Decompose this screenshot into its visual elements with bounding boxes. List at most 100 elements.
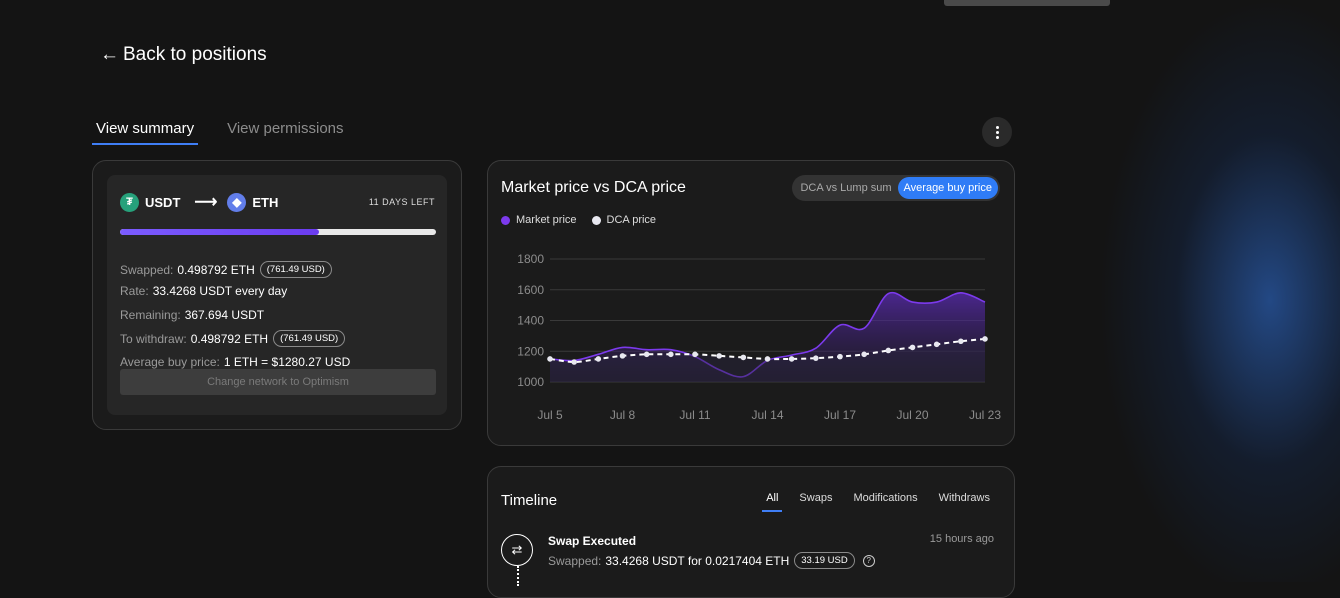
dca-price-point	[571, 359, 577, 365]
toggle-average-buy-price[interactable]: Average buy price	[897, 177, 998, 199]
y-tick-label: 1800	[517, 252, 544, 266]
filter-all[interactable]: All	[762, 492, 783, 512]
usdt-token-icon: ₮	[120, 192, 139, 212]
legend-market-label: Market price	[516, 214, 577, 226]
to-token: ETH	[252, 194, 279, 210]
chart-title: Market price vs DCA price	[501, 179, 686, 196]
dca-price-point	[958, 338, 964, 345]
help-icon[interactable]: ?	[862, 554, 875, 567]
market-price-area	[550, 292, 985, 382]
swapped-value: 0.498792 ETH	[177, 262, 255, 277]
x-tick-label: Jul 17	[824, 408, 856, 422]
x-tick-label: Jul 14	[751, 408, 783, 422]
event-time: 15 hours ago	[929, 533, 994, 545]
dca-price-point	[813, 355, 819, 361]
x-tick-label: Jul 23	[969, 408, 1001, 422]
y-tick-label: 1400	[517, 314, 544, 328]
dca-price-point	[716, 353, 722, 359]
dca-price-point	[909, 344, 916, 351]
filter-swaps[interactable]: Swaps	[799, 492, 833, 504]
swap-progress-bar	[120, 229, 436, 235]
y-tick-label: 1200	[517, 344, 544, 358]
chart-mode-toggle: DCA vs Lump sum Average buy price	[792, 175, 1000, 201]
timeline-title: Timeline	[501, 492, 558, 509]
tab-view-summary[interactable]: View summary	[92, 118, 199, 145]
withdraw-label: To withdraw:	[120, 331, 187, 346]
swapped-row: Swapped: 0.498792 ETH (761.49 USD)	[120, 261, 332, 278]
swapped-usd-badge: (761.49 USD)	[259, 261, 332, 278]
dca-price-point	[837, 353, 843, 360]
toggle-dca-vs-lump-sum[interactable]: DCA vs Lump sum	[800, 182, 892, 194]
withdraw-value: 0.498792 ETH	[190, 331, 269, 346]
dca-price-point	[861, 351, 867, 358]
x-tick-label: Jul 11	[679, 408, 710, 422]
tab-bar: View summary View permissions	[92, 118, 373, 145]
top-bar-handle	[944, 0, 1110, 6]
remaining-value: 367.694 USDT	[184, 308, 265, 322]
token-pair: ₮ USDT ⟶ ◆ ETH	[120, 192, 278, 212]
rate-row: Rate: 33.4268 USDT every day	[120, 284, 287, 298]
rate-value: 33.4268 USDT every day	[152, 284, 288, 298]
dca-price-point	[982, 336, 988, 342]
filter-withdraws[interactable]: Withdraws	[938, 492, 990, 504]
x-tick-label: Jul 20	[896, 408, 928, 422]
y-tick-label: 1000	[517, 375, 544, 389]
withdraw-usd-badge: (761.49 USD)	[273, 330, 346, 347]
legend-item-dca: DCA price	[591, 214, 657, 226]
dca-price-point	[788, 356, 795, 362]
position-details: ₮ USDT ⟶ ◆ ETH 11 DAYS LEFT Swapped: 0.4…	[107, 175, 447, 415]
price-chart-card: Market price vs DCA price DCA vs Lump su…	[487, 160, 1015, 446]
avg-price-label: Average buy price:	[120, 355, 220, 369]
legend-dca-label: DCA price	[606, 214, 657, 226]
change-network-button[interactable]: Change network to Optimism	[120, 369, 436, 395]
swap-icon: ⇄	[501, 534, 533, 566]
rate-label: Rate:	[120, 284, 149, 298]
chart-legend: Market price DCA price	[501, 214, 671, 226]
position-summary-card: ₮ USDT ⟶ ◆ ETH 11 DAYS LEFT Swapped: 0.4…	[92, 160, 462, 430]
timeline-filters: All Swaps Modifications Withdraws	[749, 492, 994, 512]
dca-price-point	[933, 341, 940, 348]
dca-price-point	[643, 351, 650, 358]
legend-item-market: Market price	[501, 214, 577, 226]
back-to-positions-link[interactable]: ← Back to positions	[100, 44, 267, 66]
avg-price-value: 1 ETH = $1280.27 USD	[223, 355, 351, 369]
event-desc-label: Swapped:	[548, 553, 602, 568]
x-tick-label: Jul 5	[537, 408, 563, 422]
dca-price-point	[668, 351, 674, 358]
remaining-label: Remaining:	[120, 308, 181, 322]
event-desc-value: 33.4268 USDT for 0.0217404 ETH	[605, 553, 790, 568]
avg-price-row: Average buy price: 1 ETH = $1280.27 USD	[120, 355, 350, 369]
back-label: Back to positions	[123, 44, 267, 65]
dca-price-point	[595, 356, 602, 362]
price-line-chart: 1000 1200 1400 1600 1800 Jul 5 Jul 8 Jul 11 Jul …	[517, 252, 1001, 422]
event-title: Swap Executed	[548, 534, 637, 548]
arrow-right-icon: ⟶	[194, 194, 218, 211]
filter-modifications[interactable]: Modifications	[853, 492, 918, 504]
timeline-connector	[517, 566, 519, 586]
dca-price-point	[740, 354, 747, 361]
y-tick-label: 1600	[517, 283, 544, 297]
market-dot-icon	[501, 215, 510, 225]
swapped-label: Swapped:	[120, 262, 174, 277]
from-token: USDT	[145, 194, 181, 210]
dca-price-point	[692, 351, 698, 358]
event-usd-badge: 33.19 USD	[794, 552, 855, 569]
x-tick-label: Jul 8	[610, 408, 636, 422]
dca-price-point	[764, 356, 771, 362]
progress-fill	[120, 229, 320, 235]
more-options-button[interactable]	[982, 117, 1012, 147]
dca-dot-icon	[591, 215, 601, 225]
dca-price-point	[547, 356, 553, 362]
event-description: Swapped: 33.4268 USDT for 0.0217404 ETH …	[548, 552, 875, 569]
dca-price-point	[885, 347, 892, 354]
arrow-left-icon: ←	[100, 44, 119, 65]
tab-view-permissions[interactable]: View permissions	[227, 120, 344, 137]
days-left-badge: 11 DAYS LEFT	[368, 197, 435, 207]
timeline-card: Timeline All Swaps Modifications Withdra…	[487, 466, 1015, 598]
remaining-row: Remaining: 367.694 USDT	[120, 308, 264, 322]
withdraw-row: To withdraw: 0.498792 ETH (761.49 USD)	[120, 330, 346, 347]
background-glow	[1010, 0, 1340, 582]
eth-token-icon: ◆	[227, 192, 247, 212]
kebab-menu-icon	[995, 125, 999, 140]
dca-price-point	[619, 353, 626, 359]
